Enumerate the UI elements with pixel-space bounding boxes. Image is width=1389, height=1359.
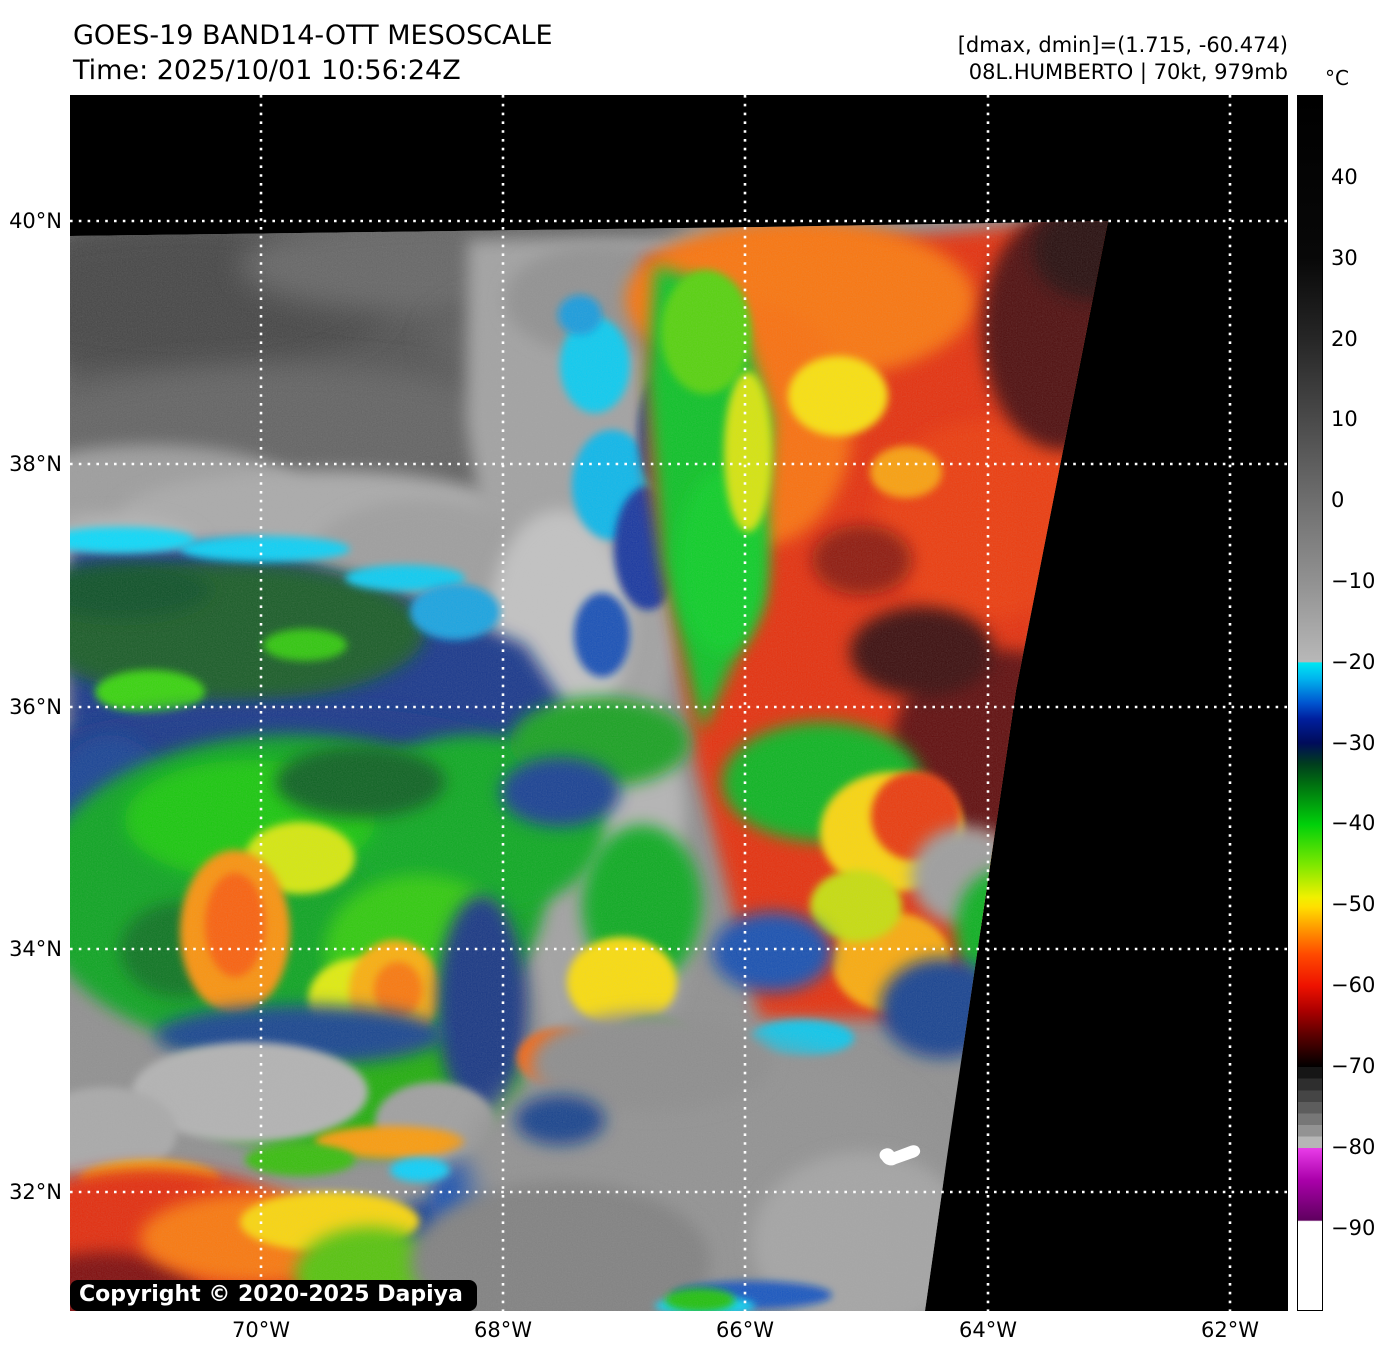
- colorbar-tick-30: 30: [1331, 246, 1358, 270]
- lon-label-66w: 66°W: [716, 1318, 774, 1342]
- lon-label-62w: 62°W: [1201, 1318, 1259, 1342]
- colorbar-tick-m80: −80: [1331, 1135, 1376, 1159]
- lat-label-32n: 32°N: [9, 1180, 62, 1204]
- colorbar-tick-m30: −30: [1331, 731, 1376, 755]
- colorbar-tick-20: 20: [1331, 327, 1358, 351]
- bermuda-outline: [879, 1145, 921, 1166]
- lon-label-64w: 64°W: [959, 1318, 1017, 1342]
- colorbar-tick-m20: −20: [1331, 650, 1376, 674]
- colorbar-tick-m90: −90: [1331, 1216, 1376, 1240]
- lat-label-34n: 34°N: [9, 937, 62, 961]
- copyright-badge: Copyright © 2020-2025 Dapiya: [70, 1280, 477, 1311]
- storm-readout: 08L.HUMBERTO | 70kt, 979mb: [968, 60, 1288, 84]
- lat-label-40n: 40°N: [9, 209, 62, 233]
- colorbar-unit-label: °C: [1325, 66, 1349, 90]
- colorbar-tick-m10: −10: [1331, 569, 1376, 593]
- colorbar-tick-10: 10: [1331, 407, 1358, 431]
- dmax-dmin-readout: [dmax, dmin]=(1.715, -60.474): [957, 33, 1288, 57]
- colorbar-tick-40: 40: [1331, 165, 1358, 189]
- colorbar-tick-m60: −60: [1331, 973, 1376, 997]
- graticule: [70, 95, 1288, 1311]
- timestamp: Time: 2025/10/01 10:56:24Z: [73, 55, 461, 86]
- lon-label-68w: 68°W: [474, 1318, 532, 1342]
- satellite-map: Copyright © 2020-2025 Dapiya: [70, 95, 1288, 1311]
- colorbar-tick-m40: −40: [1331, 811, 1376, 835]
- lon-label-70w: 70°W: [232, 1318, 290, 1342]
- colorbar-tick-m50: −50: [1331, 892, 1376, 916]
- colorbar: [1297, 95, 1323, 1311]
- colorbar-tick-0: 0: [1331, 488, 1345, 512]
- lat-label-38n: 38°N: [9, 452, 62, 476]
- colorbar-tick-m70: −70: [1331, 1054, 1376, 1078]
- page-title: GOES-19 BAND14-OTT MESOSCALE: [73, 20, 553, 51]
- lat-label-36n: 36°N: [9, 695, 62, 719]
- satellite-imagery: [70, 95, 1288, 1311]
